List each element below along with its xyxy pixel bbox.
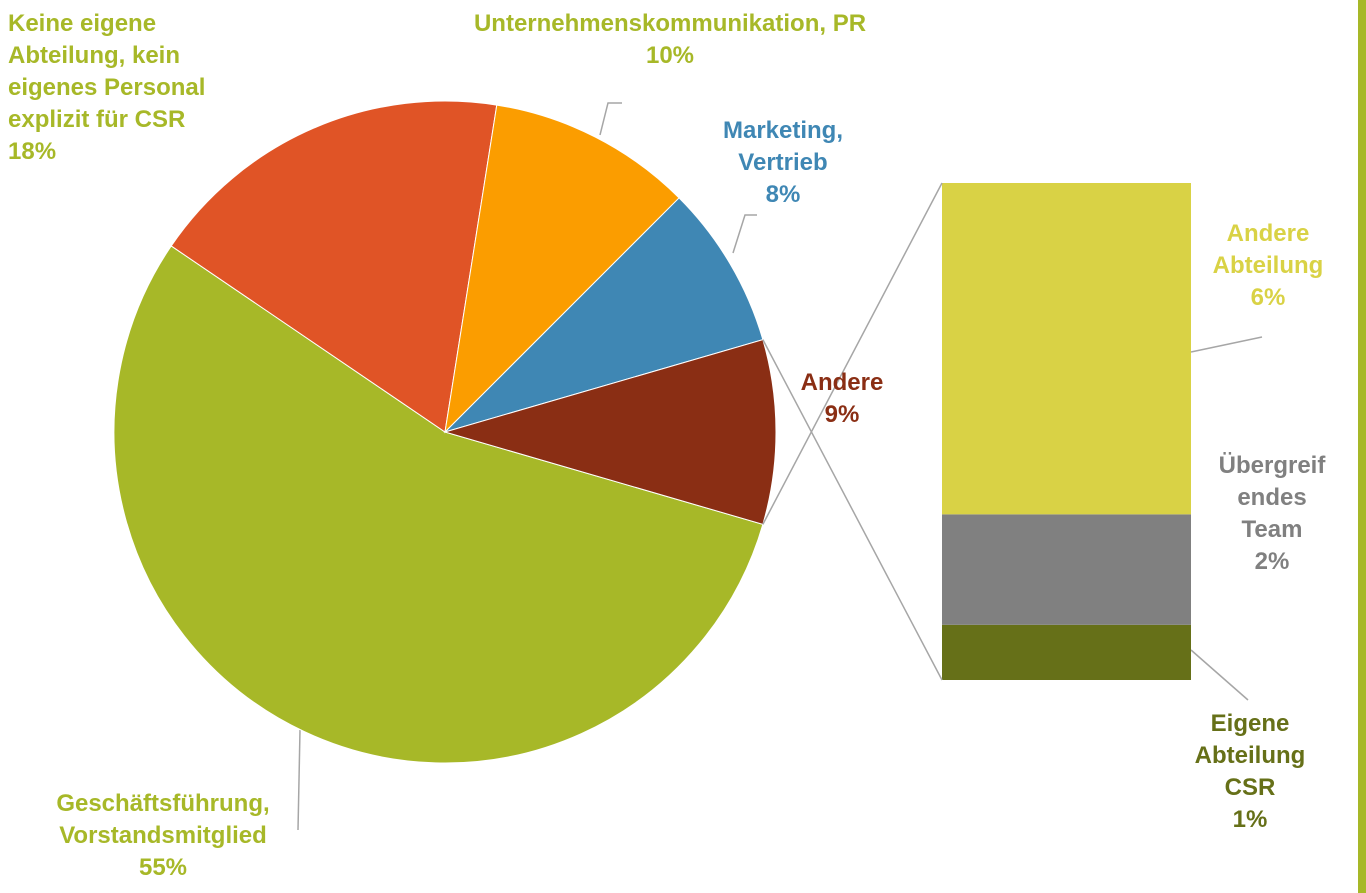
leader-line xyxy=(1190,336,1263,353)
data-label: Marketing, Vertrieb 8% xyxy=(723,115,843,211)
value-label: 8% xyxy=(765,181,801,208)
data-label: Keine eigene Abteilung, kein eigenes Per… xyxy=(8,8,205,168)
data-label: Geschäftsführung, Vorstandsmitglied 55% xyxy=(56,788,269,884)
category-label: Übergreif endes Team xyxy=(1218,452,1326,543)
data-label: Andere Abteilung 6% xyxy=(1213,218,1324,314)
category-label: Marketing, Vertrieb xyxy=(722,117,844,176)
leader-line xyxy=(1190,649,1249,701)
leader-line xyxy=(732,214,757,254)
data-label: Übergreif endes Team 2% xyxy=(1219,450,1326,578)
pie-slice xyxy=(444,104,680,434)
bar-segment xyxy=(942,624,1191,680)
category-label: Unternehmenskommunikation, PR xyxy=(473,10,867,37)
value-label: 6% xyxy=(1250,284,1286,311)
value-label: 1% xyxy=(1232,806,1268,833)
connector-line xyxy=(762,182,943,525)
bar-segment xyxy=(942,183,1191,515)
leader-line xyxy=(297,729,301,831)
category-label: Geschäftsführung, Vorstandsmitglied xyxy=(56,790,270,849)
value-label: 10% xyxy=(645,42,695,69)
category-label: Andere Abteilung xyxy=(1212,220,1324,279)
pie-slice xyxy=(113,245,764,764)
value-label: 55% xyxy=(138,854,188,881)
data-label: Eigene Abteilung CSR 1% xyxy=(1192,708,1308,836)
category-label: Keine eigene Abteilung, kein eigenes Per… xyxy=(8,10,206,133)
data-label: Unternehmenskommunikation, PR 10% xyxy=(474,8,866,72)
side-border xyxy=(1358,0,1366,893)
bar-segment xyxy=(942,514,1191,625)
leader-line xyxy=(599,102,622,136)
value-label: 9% xyxy=(824,401,860,428)
category-label: Eigene Abteilung CSR xyxy=(1194,710,1306,801)
pie-slice xyxy=(444,197,764,433)
pie-slice xyxy=(170,100,498,433)
category-label: Andere xyxy=(800,369,884,396)
value-label: 18% xyxy=(8,138,57,165)
value-label: 2% xyxy=(1254,548,1290,575)
data-label: Andere 9% xyxy=(801,367,884,431)
connector-line xyxy=(762,339,943,681)
pie-slice xyxy=(443,339,777,525)
